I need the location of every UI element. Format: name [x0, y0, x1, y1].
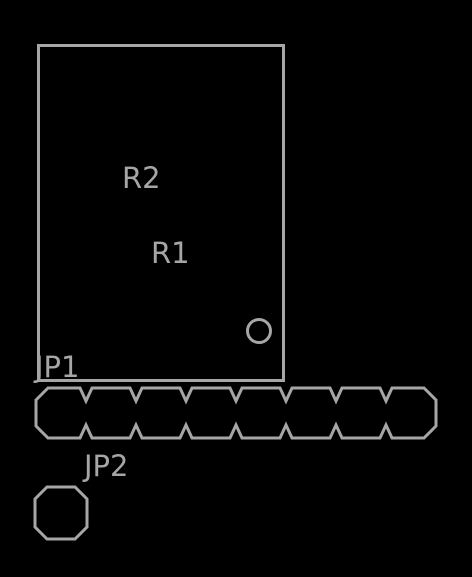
- pin1-indicator-circle: [246, 318, 272, 344]
- resistor-package-outline: [37, 44, 285, 382]
- jp2-header-outline: [33, 485, 89, 541]
- label-jp1: JP1: [33, 350, 80, 384]
- jp1-header-outline: [34, 386, 438, 440]
- label-jp2: JP2: [82, 449, 129, 483]
- label-r2: R2: [122, 161, 161, 195]
- label-r1: R1: [151, 236, 190, 270]
